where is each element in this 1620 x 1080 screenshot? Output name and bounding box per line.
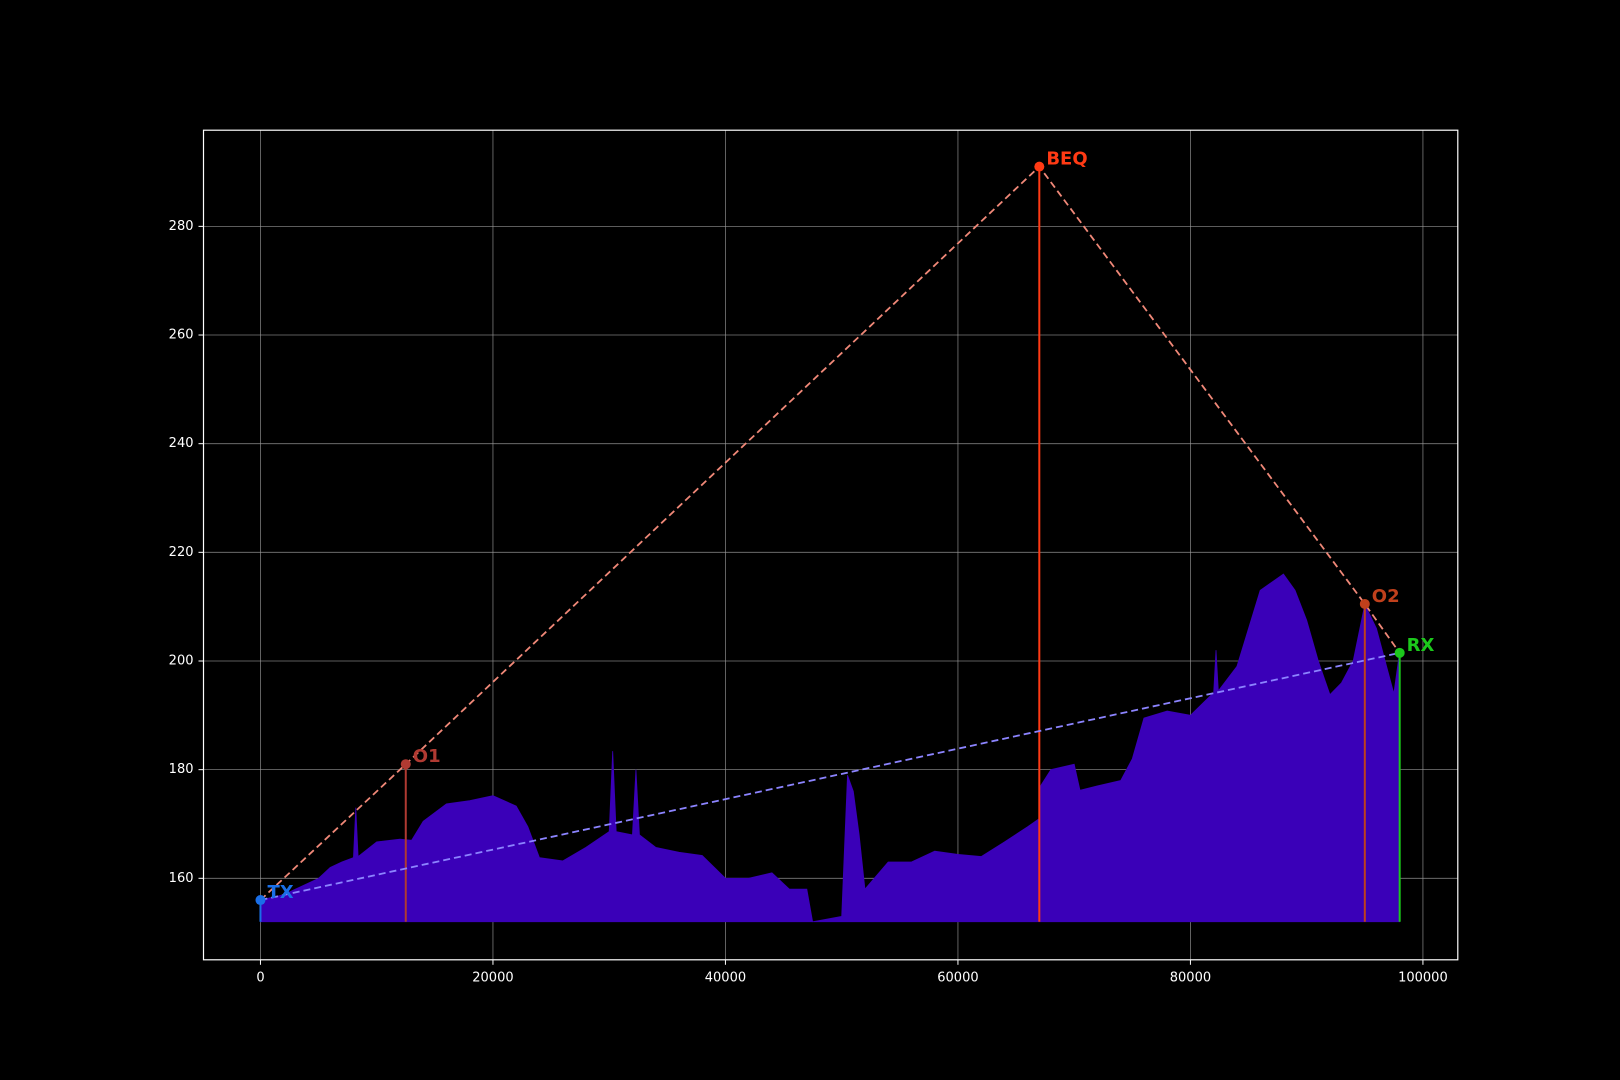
y-tick-label: 160 [169,871,194,886]
point-label: O1 [413,746,441,767]
point-marker [400,759,411,770]
point-label: BEQ [1046,149,1087,170]
point-label: O2 [1372,586,1400,607]
point-marker [1034,161,1045,172]
y-tick-label: 180 [169,762,194,777]
x-tick-label: 100000 [1398,970,1448,985]
y-tick-label: 260 [169,328,194,343]
line-of-sight [260,651,1400,901]
x-tick-label: 80000 [1170,970,1211,985]
y-tick-label: 200 [169,653,194,668]
point-label: RX [1407,635,1435,656]
x-tick-label: 60000 [937,970,978,985]
y-tick-label: 240 [169,436,194,451]
point-label: TX [267,882,293,903]
point-marker [1359,598,1370,609]
point-marker [255,895,266,906]
y-tick-label: 280 [169,219,194,234]
x-tick-label: 20000 [472,970,513,985]
y-tick-label: 220 [169,545,194,560]
x-tick-label: 0 [256,970,264,985]
terrain [260,573,1401,923]
x-tick-label: 40000 [705,970,746,985]
point-marker [1394,647,1405,658]
plot-frame [202,129,1459,961]
